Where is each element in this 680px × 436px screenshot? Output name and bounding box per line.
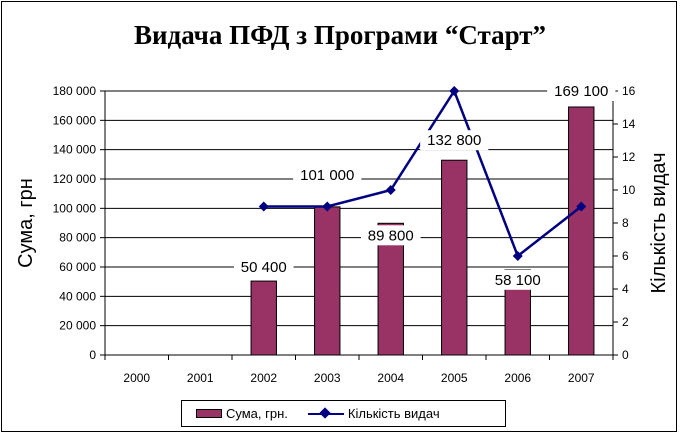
bar (568, 106, 595, 356)
data-label-bg (547, 80, 616, 101)
line-marker (385, 185, 396, 195)
y2-tick-label: 12 (622, 150, 636, 164)
x-tick-label: 2000 (123, 371, 150, 385)
data-label-bg (233, 257, 294, 278)
y2-tick-label: 16 (622, 84, 636, 98)
data-label: 132 800 (427, 132, 481, 149)
bar (250, 280, 277, 356)
y-tick-label: 80 000 (59, 231, 96, 245)
y2-axis-title: Кількість видач (648, 152, 670, 293)
y-tick-label: 100 000 (53, 201, 97, 215)
y-tick-label: 0 (89, 348, 96, 362)
x-tick-label: 2002 (250, 371, 277, 385)
data-label: 101 000 (300, 167, 354, 184)
y-tick-label: 140 000 (53, 143, 97, 157)
line-marker (512, 251, 523, 261)
y2-tick-label: 8 (622, 216, 629, 230)
line-marker (449, 86, 460, 96)
y-tick-label: 160 000 (53, 113, 97, 127)
legend-bar-swatch (196, 409, 222, 418)
y2-tick-label: 0 (622, 348, 629, 362)
x-tick-label: 2001 (187, 371, 214, 385)
data-label-bg (360, 225, 421, 246)
y-tick-label: 60 000 (59, 260, 96, 274)
data-label-bg (420, 130, 489, 151)
x-tick-label: 2007 (568, 371, 595, 385)
legend-line-swatch (307, 406, 344, 420)
y-tick-label: 20 000 (59, 319, 96, 333)
data-label-bg (487, 269, 548, 290)
data-label: 169 100 (554, 83, 608, 100)
y-tick-label: 120 000 (53, 172, 97, 186)
legend: Сума, грн. Кількість видач (181, 400, 506, 427)
y2-tick-label: 6 (622, 249, 629, 263)
data-label: 58 100 (495, 272, 541, 289)
y-axis-title: Сума, грн (15, 178, 37, 268)
data-label: 50 400 (241, 259, 287, 276)
data-label-bg (293, 164, 362, 185)
x-tick-label: 2003 (314, 371, 341, 385)
legend-item-line: Кількість видач (288, 406, 440, 421)
x-tick-label: 2004 (377, 371, 404, 385)
x-tick-label: 2005 (441, 371, 468, 385)
y-tick-label: 40 000 (59, 289, 96, 303)
legend-line-label: Кількість видач (347, 406, 440, 421)
legend-bar-label: Сума, грн. (226, 406, 288, 421)
bar (441, 159, 468, 356)
data-label: 89 800 (368, 227, 414, 244)
bar (314, 206, 341, 356)
line-marker (576, 201, 587, 212)
y2-tick-label: 10 (622, 183, 636, 197)
y2-tick-label: 2 (622, 315, 629, 329)
y2-tick-label: 14 (622, 117, 636, 131)
legend-item-bar: Сума, грн. (182, 406, 288, 421)
chart-title: Видача ПФД з Програми “Старт” (133, 20, 546, 50)
y-tick-label: 180 000 (53, 84, 97, 98)
line-marker (322, 201, 333, 212)
x-tick-label: 2006 (504, 371, 531, 385)
line-marker (258, 201, 269, 212)
y2-tick-label: 4 (622, 282, 629, 296)
